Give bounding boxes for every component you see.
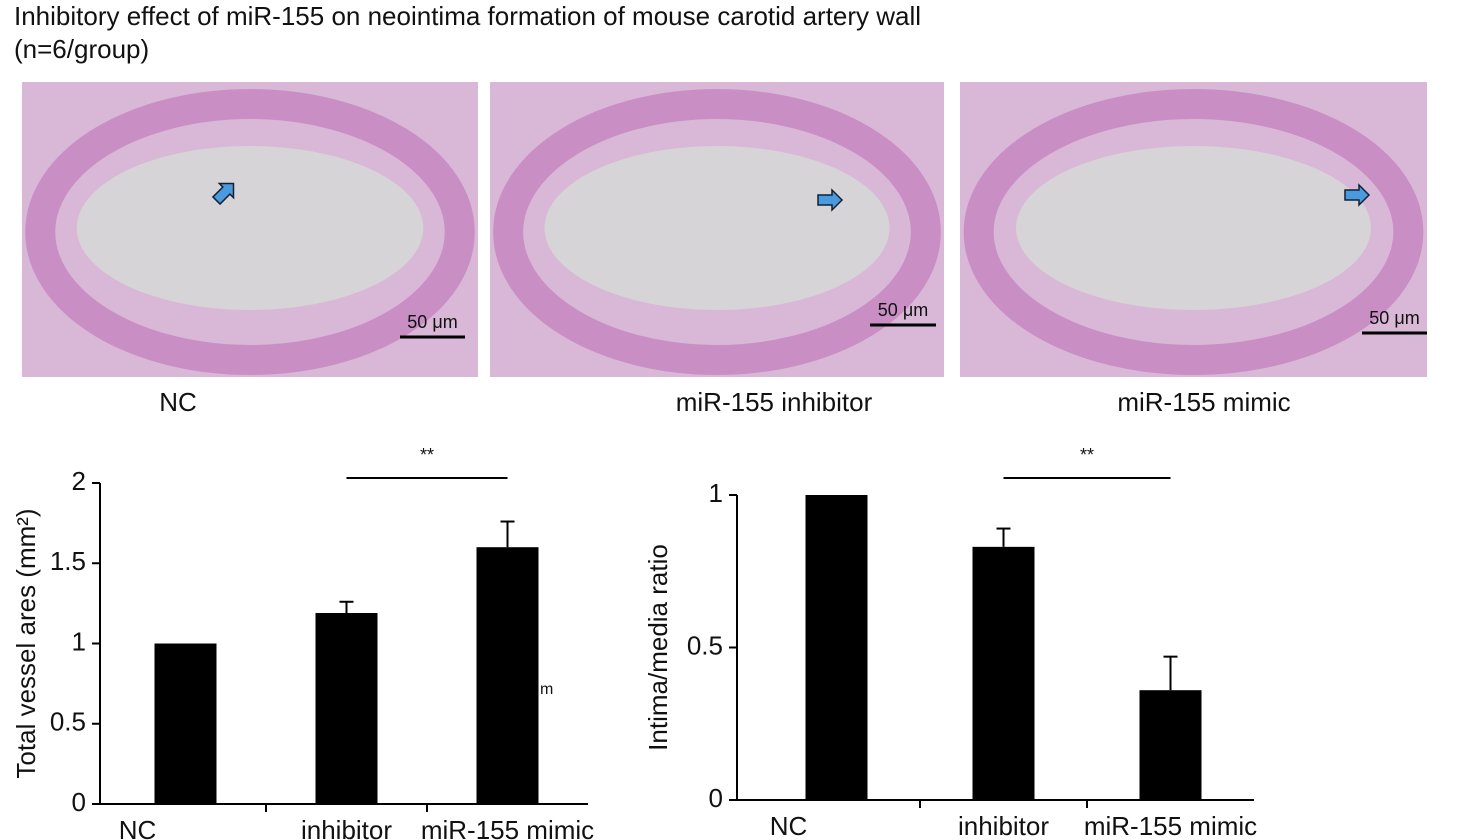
scale-bar-label: 50 μm	[407, 312, 457, 332]
y-tick-label: 1	[72, 626, 86, 656]
arrow	[817, 188, 844, 212]
y-tick-label: 2	[72, 466, 86, 496]
x-tick-label: NC	[770, 811, 808, 840]
y-tick-label: 1	[709, 478, 723, 508]
significance-label: **	[1080, 445, 1094, 465]
bar	[972, 546, 1035, 800]
y-axis-label: Intima/media ratio	[643, 544, 673, 751]
panel-label: NC	[159, 387, 197, 417]
panel-label: miR-155 inhibitor	[676, 387, 873, 417]
vessel-wall	[25, 89, 475, 375]
y-tick-label: 0.5	[687, 630, 723, 660]
vessel-lumen	[76, 146, 424, 310]
figure-subtitle: (n=6/group)	[14, 34, 149, 64]
vessel-wall	[493, 89, 941, 375]
x-tick-label: inhibitor	[301, 815, 392, 840]
x-tick-label: NC	[119, 815, 157, 840]
y-axis-label: Total vessel ares (mm²)	[11, 508, 41, 778]
annotation: m	[540, 681, 553, 698]
y-tick-label: 0	[709, 783, 723, 813]
x-tick-label: miR-155 mimic	[1084, 811, 1257, 840]
vessel-wall	[963, 89, 1424, 375]
y-tick-label: 0	[72, 787, 86, 817]
vessel-lumen	[544, 146, 890, 310]
vessel-lumen	[1016, 146, 1371, 310]
scale-bar-label: 50 μm	[1369, 308, 1419, 328]
figure-title: Inhibitory effect of miR-155 on neointim…	[14, 1, 921, 31]
bar	[1139, 690, 1202, 800]
y-tick-label: 0.5	[50, 707, 86, 737]
arrow	[211, 182, 235, 206]
bar	[315, 613, 378, 804]
bar	[805, 495, 868, 800]
y-tick-label: 1.5	[50, 546, 86, 576]
bar	[476, 547, 539, 804]
x-tick-label: inhibitor	[958, 811, 1049, 840]
panel-label: miR-155 mimic	[1117, 387, 1290, 417]
scale-bar-label: 50 μm	[878, 300, 928, 320]
bar	[154, 643, 217, 804]
x-tick-label: miR-155 mimic	[421, 815, 594, 840]
significance-label: **	[420, 445, 434, 465]
arrow	[1344, 183, 1371, 207]
